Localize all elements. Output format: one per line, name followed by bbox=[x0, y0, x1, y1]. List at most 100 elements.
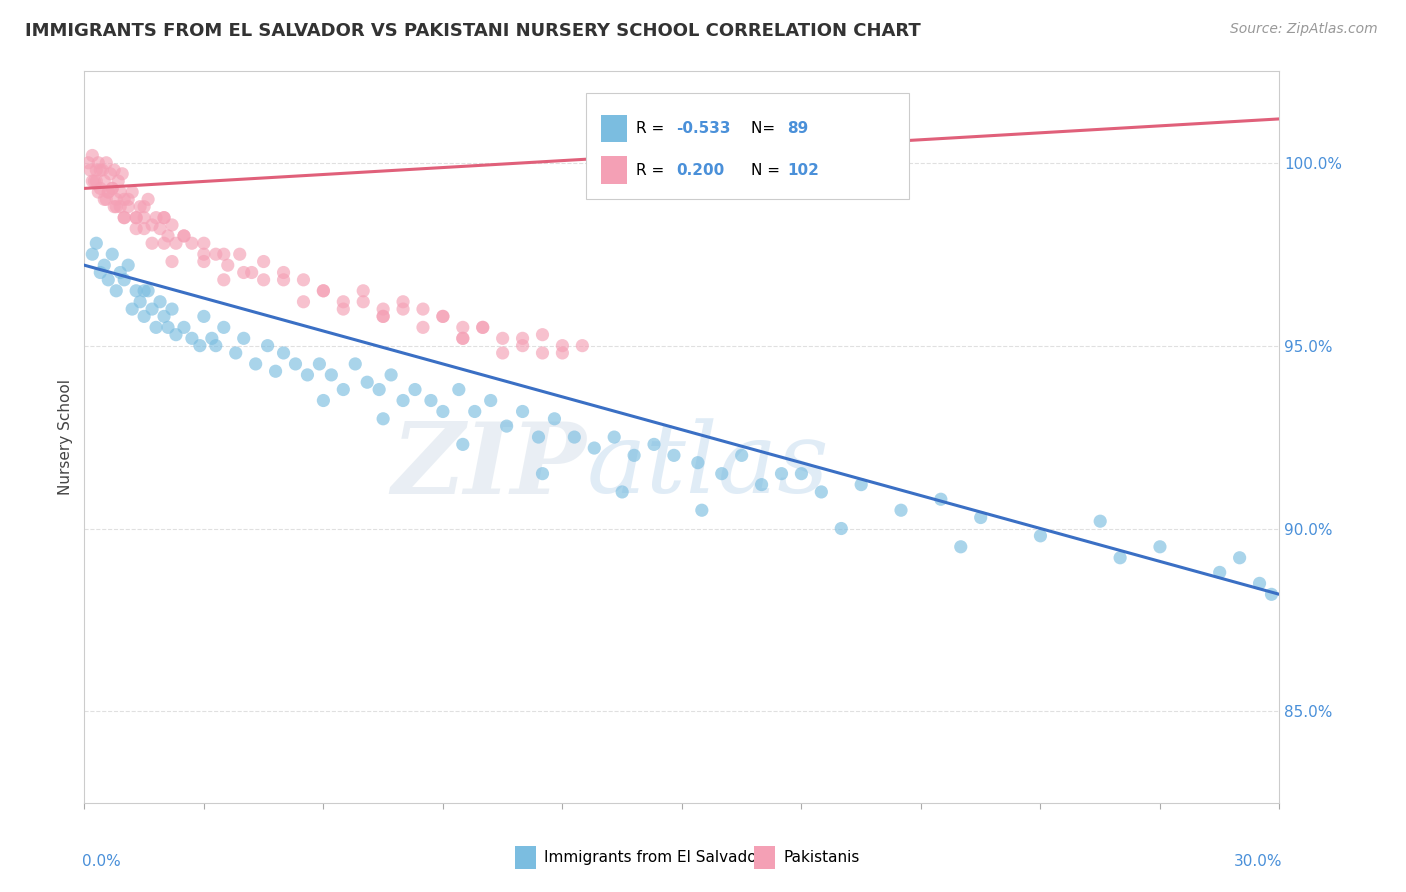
Point bbox=[531, 346, 554, 360]
Text: 102: 102 bbox=[787, 162, 818, 178]
Point bbox=[495, 419, 517, 434]
Point bbox=[264, 364, 287, 378]
Point bbox=[83, 174, 105, 188]
Point bbox=[132, 221, 156, 235]
Point bbox=[96, 155, 118, 169]
Point bbox=[193, 236, 215, 251]
Point bbox=[447, 383, 470, 397]
Point bbox=[107, 174, 129, 188]
Point bbox=[292, 273, 315, 287]
Point bbox=[432, 310, 454, 324]
Point bbox=[392, 301, 415, 317]
Point bbox=[149, 294, 172, 309]
Point bbox=[121, 301, 143, 317]
Point bbox=[117, 258, 139, 272]
Point bbox=[471, 320, 494, 334]
Point bbox=[79, 163, 101, 178]
Point bbox=[731, 448, 754, 462]
Point bbox=[181, 331, 204, 345]
Point bbox=[157, 320, 180, 334]
Point bbox=[212, 273, 235, 287]
Point bbox=[173, 320, 195, 334]
Point bbox=[256, 339, 278, 353]
Point bbox=[105, 193, 128, 207]
Point bbox=[97, 273, 120, 287]
Point bbox=[193, 247, 215, 261]
Point bbox=[86, 174, 108, 188]
Point bbox=[129, 200, 152, 214]
Point bbox=[129, 294, 152, 309]
Point bbox=[512, 331, 534, 345]
Point bbox=[543, 411, 565, 425]
Point bbox=[531, 467, 554, 481]
Text: -0.533: -0.533 bbox=[676, 121, 731, 136]
Point bbox=[830, 521, 852, 535]
Point bbox=[132, 211, 156, 225]
Point bbox=[96, 193, 118, 207]
Point bbox=[125, 221, 148, 235]
Point bbox=[1090, 514, 1112, 528]
Text: R =: R = bbox=[637, 121, 669, 136]
Point bbox=[212, 320, 235, 334]
Point bbox=[160, 301, 183, 317]
Point bbox=[1149, 540, 1171, 554]
Point bbox=[212, 247, 235, 261]
Point bbox=[153, 310, 176, 324]
Point bbox=[112, 273, 135, 287]
Point bbox=[112, 211, 135, 225]
Point bbox=[770, 467, 793, 481]
Point bbox=[412, 320, 434, 334]
Point bbox=[86, 163, 108, 178]
Point bbox=[89, 265, 111, 279]
Point bbox=[111, 167, 134, 181]
Point bbox=[112, 193, 135, 207]
Point bbox=[157, 228, 180, 243]
Point bbox=[451, 320, 474, 334]
Point bbox=[205, 339, 228, 353]
Point bbox=[253, 273, 276, 287]
Point bbox=[451, 437, 474, 451]
Point bbox=[117, 193, 139, 207]
Point bbox=[464, 404, 486, 418]
Point bbox=[98, 167, 121, 181]
Point bbox=[91, 163, 114, 178]
Text: 0.200: 0.200 bbox=[676, 162, 724, 178]
Point bbox=[93, 174, 115, 188]
Point bbox=[373, 301, 395, 317]
Point bbox=[110, 200, 132, 214]
Point bbox=[551, 339, 574, 353]
Text: Immigrants from El Salvador: Immigrants from El Salvador bbox=[544, 850, 763, 865]
FancyBboxPatch shape bbox=[600, 114, 627, 143]
Point bbox=[225, 346, 247, 360]
Point bbox=[512, 404, 534, 418]
Point bbox=[89, 163, 111, 178]
Text: R =: R = bbox=[637, 162, 669, 178]
Point bbox=[173, 228, 195, 243]
Point bbox=[751, 477, 773, 491]
Text: IMMIGRANTS FROM EL SALVADOR VS PAKISTANI NURSERY SCHOOL CORRELATION CHART: IMMIGRANTS FROM EL SALVADOR VS PAKISTANI… bbox=[25, 22, 921, 40]
Point bbox=[373, 310, 395, 324]
Point bbox=[201, 331, 224, 345]
Point bbox=[623, 448, 645, 462]
Point bbox=[82, 148, 104, 162]
Point bbox=[160, 218, 183, 232]
Point bbox=[332, 383, 354, 397]
Point bbox=[101, 181, 124, 195]
Point bbox=[132, 200, 156, 214]
Point bbox=[105, 200, 128, 214]
Point bbox=[404, 383, 426, 397]
Point bbox=[165, 327, 187, 342]
Point bbox=[583, 441, 606, 455]
Point bbox=[132, 310, 156, 324]
Point bbox=[312, 393, 335, 408]
Point bbox=[1209, 566, 1232, 580]
Point bbox=[89, 181, 111, 195]
Point bbox=[321, 368, 343, 382]
Point bbox=[368, 383, 391, 397]
Point bbox=[1109, 550, 1132, 565]
Point bbox=[643, 437, 665, 451]
Text: N=: N= bbox=[751, 121, 780, 136]
Point bbox=[125, 284, 148, 298]
Point bbox=[551, 346, 574, 360]
FancyBboxPatch shape bbox=[515, 846, 536, 870]
